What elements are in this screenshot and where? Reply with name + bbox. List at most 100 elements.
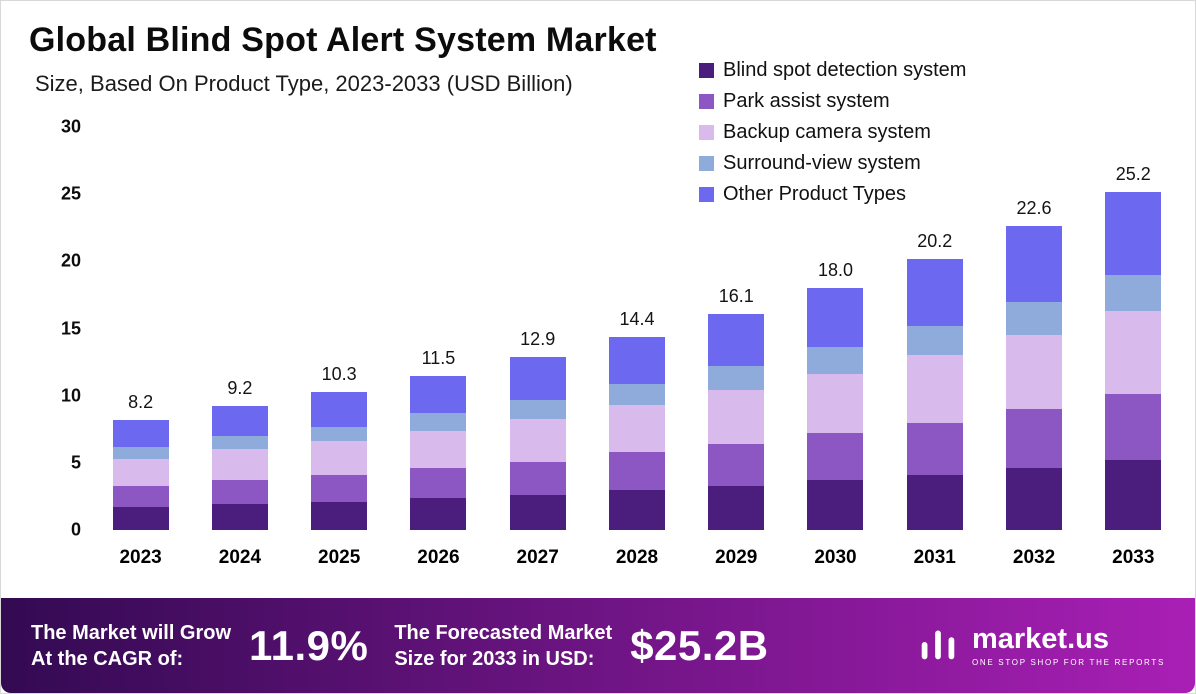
bar-segment xyxy=(608,405,665,453)
legend-swatch-icon xyxy=(699,63,714,78)
bar-total-label: 9.2 xyxy=(227,378,253,399)
bar-segment xyxy=(1006,226,1063,302)
x-axis: 2023 2024 2025 2026 2027 2028 2029 2030 2031 2032… xyxy=(91,547,1183,569)
bar-segment xyxy=(1105,311,1162,395)
bar-column: 11.5 xyxy=(389,127,488,530)
bar-segment xyxy=(410,468,467,498)
brand-tagline: ONE STOP SHOP FOR THE REPORTS xyxy=(971,657,1165,667)
bar-segment xyxy=(906,258,963,326)
bar-segment xyxy=(906,355,963,423)
bar-total-label: 22.6 xyxy=(1016,198,1052,219)
bar-segment xyxy=(708,390,765,445)
bar-segment xyxy=(112,419,169,447)
x-axis-label: 2024 xyxy=(218,547,262,568)
brand-name: market.us xyxy=(971,622,1109,655)
bar-column: 25.2 xyxy=(1084,127,1183,530)
x-axis-label: 2031 xyxy=(913,547,956,568)
bar-segment xyxy=(1105,274,1162,312)
bar-column: 12.9 xyxy=(488,127,587,530)
x-axis-label: 2029 xyxy=(715,547,758,568)
bar-segment xyxy=(1105,394,1162,461)
bar-segment xyxy=(807,480,864,530)
bar-segment xyxy=(608,489,665,530)
x-axis-label: 2028 xyxy=(615,547,659,568)
bar-total-label: 8.2 xyxy=(128,391,154,412)
bar-stack xyxy=(211,406,268,530)
bar-segment xyxy=(906,422,963,475)
cagr-label-line2: At the CAGR of: xyxy=(31,647,184,670)
legend-label: Other Product Types xyxy=(723,183,907,205)
cagr-value: 11.9% xyxy=(249,621,369,669)
chart-subtitle: Size, Based On Product Type, 2023-2033 (… xyxy=(35,71,573,96)
market-us-logo-icon xyxy=(915,620,961,671)
x-axis-label: 2032 xyxy=(1012,547,1056,568)
bar-segment xyxy=(807,433,864,481)
market-us-brand: market.us ONE STOP SHOP FOR THE REPORTS xyxy=(915,620,1165,671)
bar-segment xyxy=(1006,301,1063,336)
y-axis-label: 10 xyxy=(60,385,81,406)
bar-segment xyxy=(112,458,169,486)
bar-segment xyxy=(1105,191,1162,275)
bar-total-label: 20.2 xyxy=(917,230,953,251)
x-axis-label: 2030 xyxy=(814,547,857,568)
bar-stack xyxy=(410,375,467,530)
cagr-label-line1: The Market will Grow xyxy=(31,621,232,644)
bar-segment xyxy=(608,383,665,406)
x-axis-label: 2023 xyxy=(119,547,162,568)
cagr-label: The Market will Grow At the CAGR of: xyxy=(31,620,231,672)
bar-segment xyxy=(1006,468,1063,530)
legend-swatch-icon xyxy=(699,156,714,171)
x-axis-label: 2033 xyxy=(1112,547,1155,568)
bar-segment xyxy=(311,441,368,475)
x-axis-label: 2026 xyxy=(417,547,460,568)
bar-segment xyxy=(311,501,368,530)
bar-segment xyxy=(509,418,566,462)
chart-legend: Blind spot detection system Park assist s… xyxy=(699,59,966,206)
bar-stack xyxy=(807,288,864,530)
bar-segment xyxy=(708,313,765,367)
bar-segment xyxy=(1006,335,1063,410)
bar-stack xyxy=(906,258,963,530)
legend-swatch-icon xyxy=(699,187,714,202)
bar-total-label: 25.2 xyxy=(1115,163,1151,184)
bar-column: 9.2 xyxy=(190,127,289,530)
bar-segment xyxy=(211,504,268,530)
legend-item: Surround-view system xyxy=(699,152,966,175)
bar-segment xyxy=(509,399,566,419)
y-axis-label: 20 xyxy=(60,250,81,271)
y-axis-label: 5 xyxy=(70,452,81,473)
legend-label: Blind spot detection system xyxy=(723,59,967,81)
bar-segment xyxy=(410,497,467,530)
x-axis-label: 2027 xyxy=(516,547,559,568)
bar-column: 8.2 xyxy=(91,127,190,530)
y-axis: 0 5 10 15 20 25 30 xyxy=(35,117,81,540)
bar-stack xyxy=(608,336,665,530)
legend-item: Park assist system xyxy=(699,90,966,113)
y-axis-label: 30 xyxy=(60,116,81,137)
bar-segment xyxy=(509,495,566,530)
bar-segment xyxy=(807,374,864,434)
bar-column: 10.3 xyxy=(290,127,389,530)
bar-column: 22.6 xyxy=(984,127,1083,530)
bar-segment xyxy=(708,485,765,530)
legend-label: Backup camera system xyxy=(723,121,931,143)
bar-stack xyxy=(1105,191,1162,530)
brand-text: market.us ONE STOP SHOP FOR THE REPORTS xyxy=(971,622,1165,667)
bar-segment xyxy=(906,325,963,356)
bar-segment xyxy=(112,507,169,530)
bar-segment xyxy=(410,430,467,469)
bar-segment xyxy=(311,474,368,502)
bar-segment xyxy=(211,436,268,450)
bar-segment xyxy=(410,375,467,414)
bar-segment xyxy=(311,391,368,427)
bar-segment xyxy=(211,449,268,481)
bar-segment xyxy=(807,288,864,348)
legend-item: Blind spot detection system xyxy=(699,59,966,82)
chart-title: Global Blind Spot Alert System Market xyxy=(29,21,657,59)
bar-segment xyxy=(509,356,566,400)
bar-segment xyxy=(807,347,864,375)
forecast-label-line2: Size for 2033 in USD: xyxy=(394,647,595,670)
legend-swatch-icon xyxy=(699,94,714,109)
forecast-value: $25.2B xyxy=(630,621,769,669)
